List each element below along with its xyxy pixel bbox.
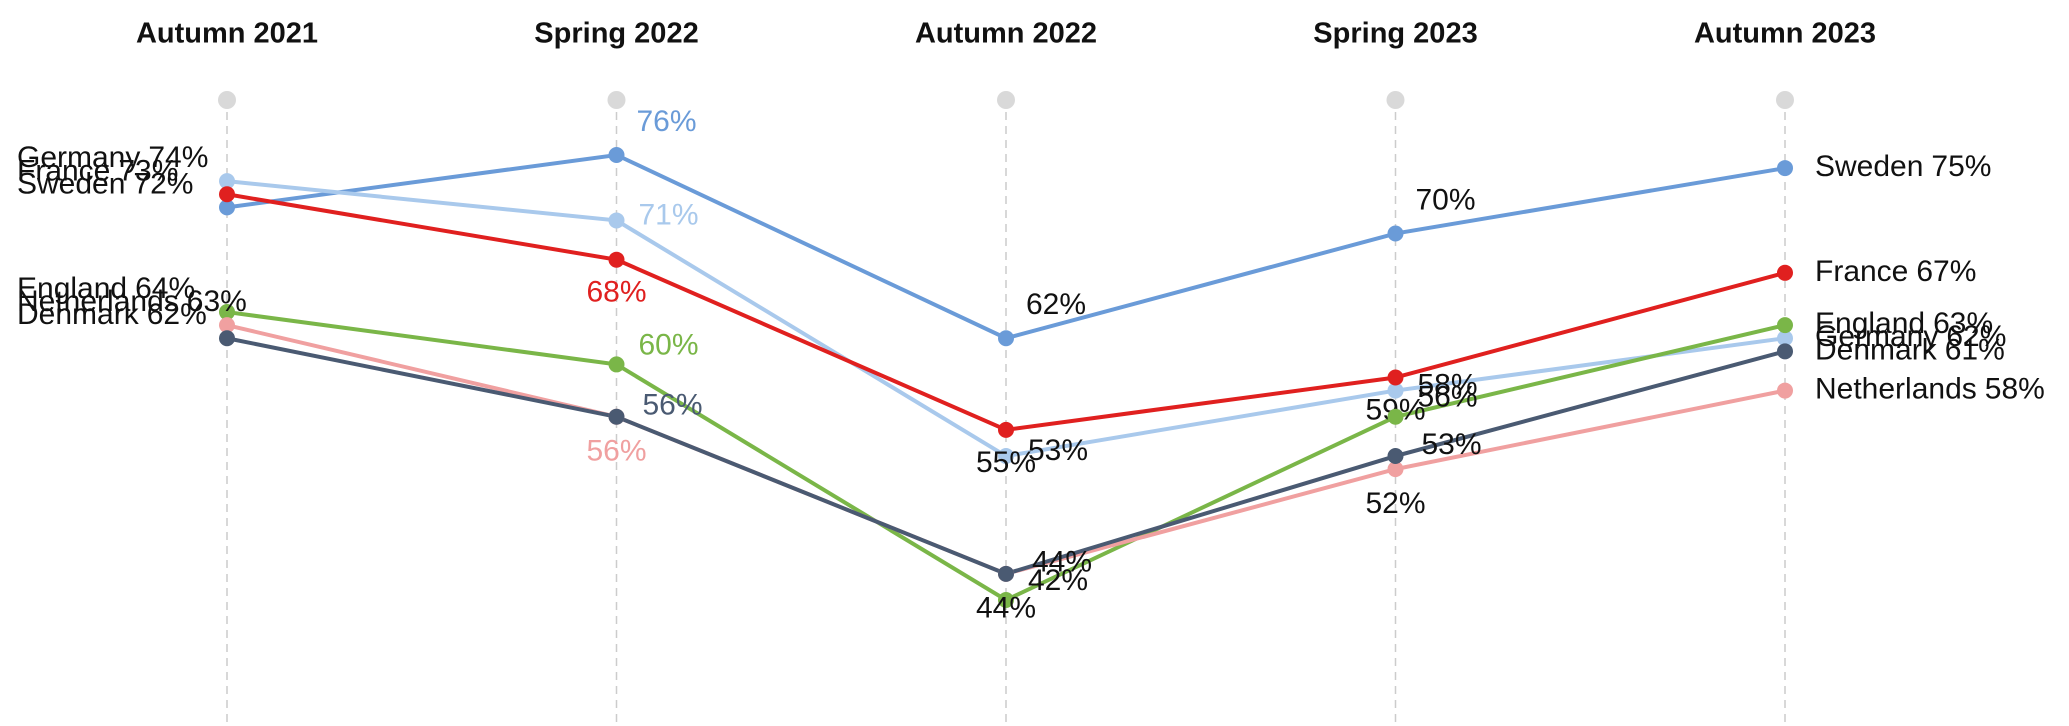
category-label: Autumn 2023 <box>1694 18 1876 50</box>
value-label: 73% <box>118 154 178 187</box>
value-label: 58% <box>1985 373 2045 406</box>
data-point <box>608 147 625 163</box>
value-label: 61% <box>1945 333 2005 366</box>
value-label: 70% <box>1416 183 1476 216</box>
series-label: Sweden 75% <box>1815 150 1991 183</box>
value-label: 58% <box>1418 369 1478 402</box>
data-point <box>1777 343 1793 360</box>
data-point <box>1387 408 1404 425</box>
data-point <box>219 317 235 334</box>
value-label: 62% <box>1946 320 2006 353</box>
guide-dot <box>1776 91 1794 109</box>
series-name: Netherlands <box>1815 373 1977 406</box>
series-name: Germany <box>17 141 140 174</box>
guide-dot <box>1386 91 1405 109</box>
data-point <box>219 186 235 203</box>
value-label: 53% <box>1422 428 1482 461</box>
value-label: 44% <box>976 592 1036 625</box>
category-label: Spring 2022 <box>534 18 698 50</box>
data-point <box>608 356 625 373</box>
value-label: 74% <box>148 141 208 174</box>
data-point <box>1387 225 1404 242</box>
data-point <box>998 448 1014 465</box>
data-point <box>998 592 1014 608</box>
series-label: France 67% <box>1815 255 1976 288</box>
series-label: England 63% <box>1815 307 1993 340</box>
value-label: 55% <box>976 446 1036 479</box>
value-label: 75% <box>1931 150 1991 183</box>
data-point <box>1777 160 1793 177</box>
value-label: 71% <box>639 198 699 231</box>
value-label: 63% <box>187 285 247 318</box>
series-name: Sweden <box>17 167 125 200</box>
data-point <box>608 251 625 268</box>
series-name: Denmark <box>1815 333 1938 366</box>
data-point <box>1777 264 1793 281</box>
data-point <box>1777 382 1793 399</box>
series-name: France <box>1815 255 1908 288</box>
value-label: 53% <box>1028 434 1088 467</box>
value-label: 72% <box>133 167 193 200</box>
category-label: Autumn 2022 <box>915 18 1097 50</box>
series-label: Germany 74% <box>17 141 208 174</box>
value-label: 76% <box>637 105 697 138</box>
series-name: England <box>1815 307 1925 340</box>
category-label: Spring 2023 <box>1313 18 1477 50</box>
data-point <box>219 173 235 190</box>
series-label: Netherlands 63% <box>17 285 247 318</box>
series-label: Germany 62% <box>1815 320 2006 353</box>
value-label: 63% <box>1933 307 1993 340</box>
data-point <box>1387 461 1404 478</box>
series-name: Germany <box>1815 320 1938 353</box>
series-label: Denmark 62% <box>17 298 207 331</box>
series-label: Denmark 61% <box>1815 333 2005 366</box>
value-label: 62% <box>147 298 207 331</box>
series-label: France 73% <box>17 154 178 187</box>
series-label: Sweden 72% <box>17 167 193 200</box>
data-point <box>1387 448 1404 465</box>
value-label: 56% <box>1418 381 1478 414</box>
data-point <box>998 421 1014 438</box>
series-name: England <box>17 272 127 305</box>
value-label: 67% <box>1916 255 1976 288</box>
value-label: 42% <box>1028 564 1088 597</box>
value-label: 64% <box>135 272 195 305</box>
series-name: Netherlands <box>17 285 179 318</box>
data-point <box>1777 317 1793 334</box>
guide-dot <box>218 91 236 109</box>
value-label: 56% <box>643 389 703 422</box>
series-name: Denmark <box>17 298 140 331</box>
data-point <box>998 565 1014 582</box>
data-point <box>1777 330 1793 347</box>
data-point <box>219 330 235 347</box>
value-label: 56% <box>586 435 646 468</box>
data-point <box>1387 382 1404 399</box>
value-label: 62% <box>1026 288 1086 321</box>
series-name: Sweden <box>1815 150 1923 183</box>
value-label: 60% <box>639 328 699 361</box>
series-name: France <box>17 154 110 187</box>
data-point <box>608 212 625 229</box>
value-label: 44% <box>1032 546 1092 579</box>
guide-dot <box>607 91 626 109</box>
data-point <box>608 408 625 425</box>
data-point <box>219 304 235 321</box>
data-point <box>998 330 1014 347</box>
category-label: Autumn 2021 <box>136 18 318 50</box>
value-label: 52% <box>1365 487 1425 520</box>
data-point <box>1387 369 1404 386</box>
data-point <box>219 199 235 216</box>
series-label: Netherlands 58% <box>1815 373 2045 406</box>
value-label: 68% <box>586 276 646 309</box>
guide-dot <box>997 91 1015 109</box>
series-label: England 64% <box>17 272 195 305</box>
